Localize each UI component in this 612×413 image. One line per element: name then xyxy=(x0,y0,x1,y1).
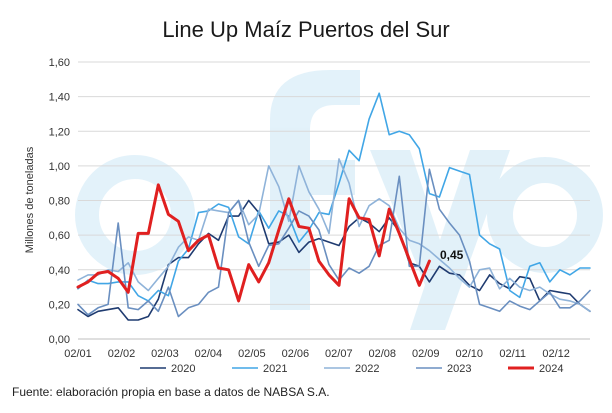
series-line-2022 xyxy=(77,158,591,313)
x-tick-label: 02/04 xyxy=(195,348,223,360)
legend-label-2022: 2022 xyxy=(355,363,379,375)
y-tick-label: 0,00 xyxy=(49,334,70,346)
y-tick-label: 0,20 xyxy=(49,299,70,311)
series-lines xyxy=(76,92,591,321)
chart-legend: 2020 2021 2022 2023 2024 xyxy=(140,363,563,375)
y-tick-label: 0,60 xyxy=(49,230,70,242)
series-line-2020 xyxy=(77,199,591,321)
watermark-logo-o xyxy=(487,157,603,273)
y-tick-label: 1,60 xyxy=(49,57,70,69)
watermark-logo-f xyxy=(270,70,360,310)
watermark-logo-y xyxy=(370,150,510,330)
y-tick-label: 1,20 xyxy=(49,126,70,138)
series-line-2023 xyxy=(77,168,591,318)
legend-label-2020: 2020 xyxy=(171,363,195,375)
watermark-logo xyxy=(75,70,603,330)
watermark-logo-c xyxy=(75,155,195,275)
x-tick-label: 02/07 xyxy=(325,348,353,360)
legend-label-2023: 2023 xyxy=(447,363,471,375)
y-axis-ticks: 0,00 0,20 0,40 0,60 0,80 1,00 1,20 1,40 1,60 xyxy=(49,57,70,346)
x-tick-label: 02/10 xyxy=(455,348,483,360)
legend-label-2024: 2024 xyxy=(539,363,563,375)
x-tick-label: 02/01 xyxy=(64,348,92,360)
legend-label-2021: 2021 xyxy=(263,363,287,375)
y-tick-label: 0,80 xyxy=(49,196,70,208)
x-tick-label: 02/08 xyxy=(369,348,397,360)
chart-title: Line Up Maíz Puertos del Sur xyxy=(162,17,449,42)
series-line-2024 xyxy=(76,183,431,303)
x-tick-label: 02/06 xyxy=(282,348,310,360)
x-tick-label: 02/12 xyxy=(542,348,570,360)
y-tick-label: 1,00 xyxy=(49,161,70,173)
y-tick-label: 1,40 xyxy=(49,92,70,104)
x-tick-label: 02/09 xyxy=(412,348,440,360)
x-tick-label: 02/03 xyxy=(151,348,179,360)
y-tick-label: 0,40 xyxy=(49,265,70,277)
y-axis-label: Millones de toneladas xyxy=(24,146,36,253)
source-note: Fuente: elaboración propia en base a dat… xyxy=(12,385,330,399)
x-tick-label: 02/11 xyxy=(499,348,526,360)
x-axis-ticks: 02/01 02/02 02/03 02/04 02/05 02/06 02/07 02/08… xyxy=(64,348,570,360)
x-tick-label: 02/02 xyxy=(108,348,136,360)
grid-lines xyxy=(78,61,590,340)
x-tick-label: 02/05 xyxy=(238,348,266,360)
last-value-callout: 0,45 xyxy=(440,248,464,262)
